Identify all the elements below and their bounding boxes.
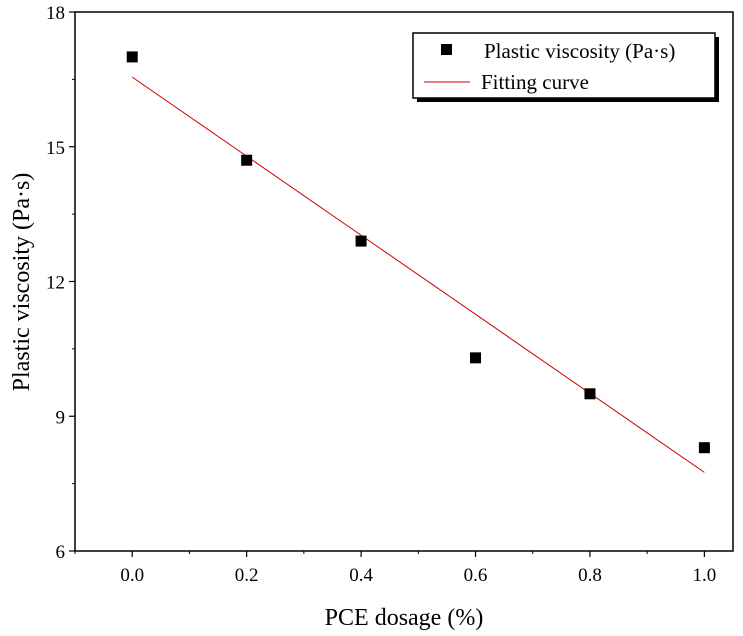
y-tick-label: 6 bbox=[56, 542, 66, 563]
data-point bbox=[355, 235, 367, 247]
fitting-curve-line bbox=[131, 76, 705, 473]
y-tick-label: 15 bbox=[46, 138, 65, 159]
legend-marker-square bbox=[441, 44, 452, 55]
x-tick-label: 0.4 bbox=[349, 565, 373, 586]
data-point bbox=[698, 442, 710, 454]
series-layer bbox=[126, 51, 710, 473]
data-point bbox=[241, 154, 253, 166]
x-tick-label: 0.0 bbox=[120, 565, 144, 586]
x-tick-label: 0.2 bbox=[235, 565, 259, 586]
x-axis-title: PCE dosage (%) bbox=[325, 605, 484, 631]
legend-label-plastic-viscosity: Plastic viscosity (Pa·s) bbox=[484, 39, 675, 63]
y-tick-label: 18 bbox=[46, 3, 65, 24]
legend-label-fitting-curve: Fitting curve bbox=[481, 70, 589, 94]
y-tick-label: 12 bbox=[46, 273, 65, 294]
y-tick-label: 9 bbox=[56, 407, 66, 428]
x-tick-label: 1.0 bbox=[693, 565, 717, 586]
legend: Plastic viscosity (Pa·s) Fitting curve bbox=[412, 32, 719, 102]
data-point bbox=[584, 388, 596, 400]
x-axis-ticks: 0.0 0.2 0.4 0.6 0.8 1.0 bbox=[74, 551, 717, 586]
legend-box bbox=[412, 32, 716, 99]
x-tick-label: 0.8 bbox=[578, 565, 602, 586]
y-axis-ticks: 6 9 12 15 18 bbox=[46, 3, 75, 563]
data-point bbox=[126, 51, 138, 63]
data-point bbox=[470, 352, 482, 364]
x-tick-label: 0.6 bbox=[464, 565, 488, 586]
y-axis-title: Plastic viscosity (Pa·s) bbox=[9, 173, 35, 392]
